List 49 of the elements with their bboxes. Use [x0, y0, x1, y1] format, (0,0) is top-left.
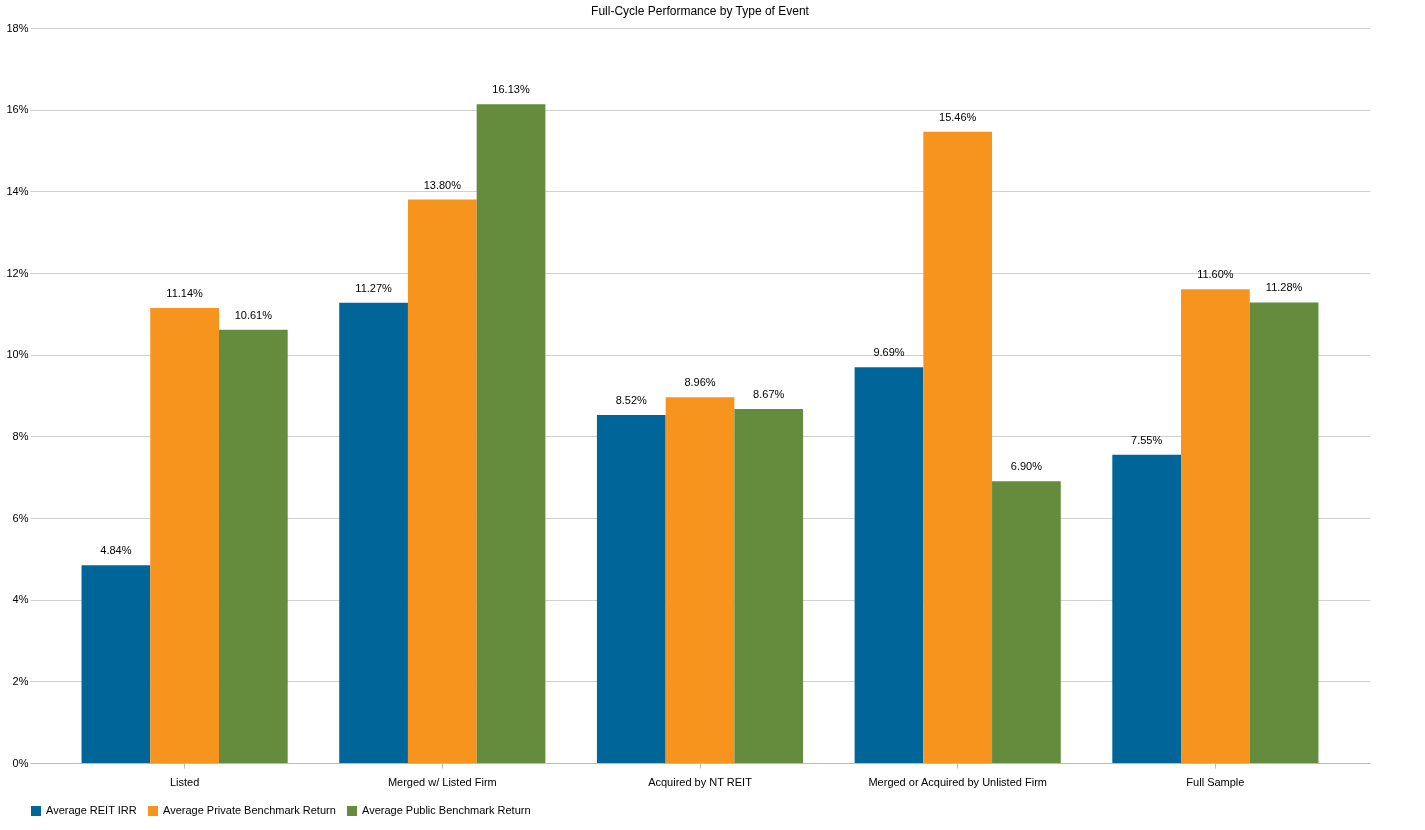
data-label: 10.61% — [234, 308, 273, 321]
data-label: 6.90% — [1010, 460, 1043, 473]
y-tick-label: 0% — [12, 756, 29, 769]
bar — [476, 104, 546, 763]
chart-title: Full-Cycle Performance by Type of Event — [591, 4, 810, 18]
bar — [407, 199, 477, 763]
data-label: 4.84% — [100, 544, 132, 557]
data-label: 8.52% — [615, 394, 648, 407]
y-tick-label: 4% — [12, 593, 29, 606]
data-label: 16.13% — [492, 83, 530, 96]
x-tick-label: Merged w/ Listed Firm — [387, 775, 497, 788]
data-label: 8.67% — [753, 387, 785, 400]
data-label: 11.27% — [355, 281, 393, 294]
bar — [923, 131, 993, 763]
x-tick-label: Full Sample — [1186, 775, 1245, 788]
bar — [596, 415, 666, 763]
bar — [854, 367, 924, 763]
legend-label: Average Public Benchmark Return — [362, 804, 531, 816]
data-label: 13.80% — [423, 178, 462, 191]
data-label: 11.14% — [166, 287, 204, 300]
y-tick-label: 16% — [6, 103, 29, 116]
y-tick-label: 18% — [6, 21, 29, 34]
bar — [1181, 289, 1250, 763]
x-tick-label: Acquired by NT REIT — [648, 775, 753, 788]
bar — [81, 565, 151, 763]
bar — [992, 481, 1061, 763]
bar — [665, 397, 735, 763]
bar — [150, 308, 219, 763]
y-tick-label: 2% — [12, 674, 29, 687]
y-tick-label: 10% — [6, 348, 29, 361]
y-tick-label: 6% — [12, 511, 29, 524]
x-tick-label: Merged or Acquired by Unlisted Firm — [868, 775, 1047, 788]
bar — [218, 329, 288, 763]
bar — [339, 302, 408, 763]
bar — [1112, 454, 1182, 763]
data-label: 15.46% — [939, 110, 977, 123]
y-tick-label: 12% — [6, 266, 29, 279]
data-label: 7.55% — [1131, 433, 1163, 446]
data-label: 11.28% — [1265, 281, 1303, 294]
data-label: 11.60% — [1197, 268, 1234, 281]
y-tick-label: 14% — [6, 184, 29, 197]
bar — [734, 408, 804, 763]
bar — [1249, 302, 1319, 763]
y-tick-label: 8% — [12, 429, 29, 442]
data-label: 9.69% — [873, 346, 905, 359]
data-label: 8.96% — [684, 376, 716, 389]
legend-label: Average Private Benchmark Return — [163, 804, 336, 816]
x-tick-label: Listed — [169, 775, 200, 788]
legend-label: Average REIT IRR — [46, 804, 137, 816]
